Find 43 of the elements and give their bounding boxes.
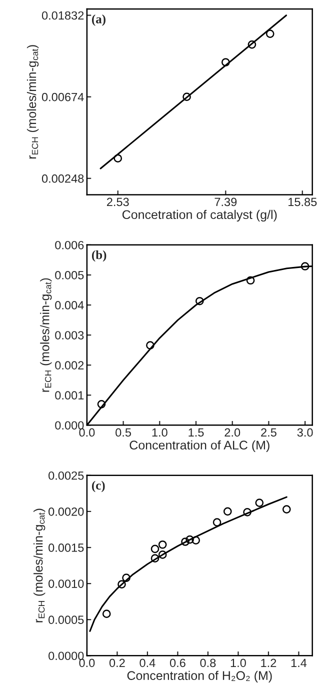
y-axis-title: r$_{ECH}$ (moles/min-g$_{cat}$)	[34, 508, 46, 622]
y-tick-label: 0.0000	[48, 652, 84, 660]
y-tick-label: 0.000	[55, 421, 84, 430]
x-axis-title: Concentration of H₂O₂ (M)	[127, 670, 272, 682]
x-axis-title: Concentration of ALC (M)	[130, 440, 270, 452]
x-tick-label: 3.0	[297, 428, 313, 437]
x-tick-label: 1.2	[261, 658, 276, 667]
x-tick-label: 0.0	[79, 658, 95, 668]
x-tick-label: 7.39	[214, 198, 237, 206]
x-axis-title: Concetration of catalyst (g/l)	[122, 210, 277, 222]
x-tick-label: 1.5	[188, 428, 204, 437]
x-tick-label: 2.0	[224, 428, 240, 437]
annotation: (a)	[92, 14, 106, 26]
x-tick-label: 1.0	[152, 428, 168, 437]
y-tick-label: 0.00674	[42, 92, 84, 102]
x-tick-label: 0.8	[200, 658, 216, 668]
x-tick-label: 0.0	[79, 428, 95, 437]
x-tick-label: 2.53	[106, 198, 129, 206]
y-tick-label: 0.004	[55, 301, 84, 310]
y-tick-label: 0.005	[55, 271, 84, 280]
y-tick-label: 0.00248	[42, 174, 84, 183]
y-tick-label: 0.01832	[42, 11, 84, 20]
x-tick-label: 0.5	[116, 428, 132, 437]
y-axis-title: r$_{ECH}$ (moles/min-g$_{cat}$)	[40, 278, 52, 392]
y-tick-label: 0.0010	[48, 580, 84, 588]
x-tick-label: 0.4	[140, 658, 156, 668]
y-axis-title: r$_{ECH}$ (moles/min-g$_{cat}$)	[26, 45, 39, 159]
y-tick-label: 0.0015	[48, 544, 84, 552]
x-tick-label: 0.2	[109, 658, 125, 668]
y-tick-label: 0.006	[55, 240, 84, 250]
y-tick-label: 0.0025	[48, 471, 84, 480]
x-tick-label: 2.5	[261, 428, 276, 437]
x-tick-label: 1.4	[291, 658, 307, 667]
annotation: (c)	[92, 480, 105, 492]
x-tick-label: 0.6	[170, 658, 186, 668]
annotation: (b)	[92, 250, 106, 262]
y-tick-label: 0.0005	[48, 616, 84, 624]
y-tick-label: 0.003	[55, 331, 84, 340]
y-tick-label: 0.002	[55, 361, 84, 370]
x-tick-label: 15.85	[288, 198, 317, 206]
y-tick-label: 0.0020	[48, 507, 84, 516]
x-tick-label: 1.0	[230, 658, 246, 668]
y-tick-label: 0.001	[55, 391, 84, 400]
